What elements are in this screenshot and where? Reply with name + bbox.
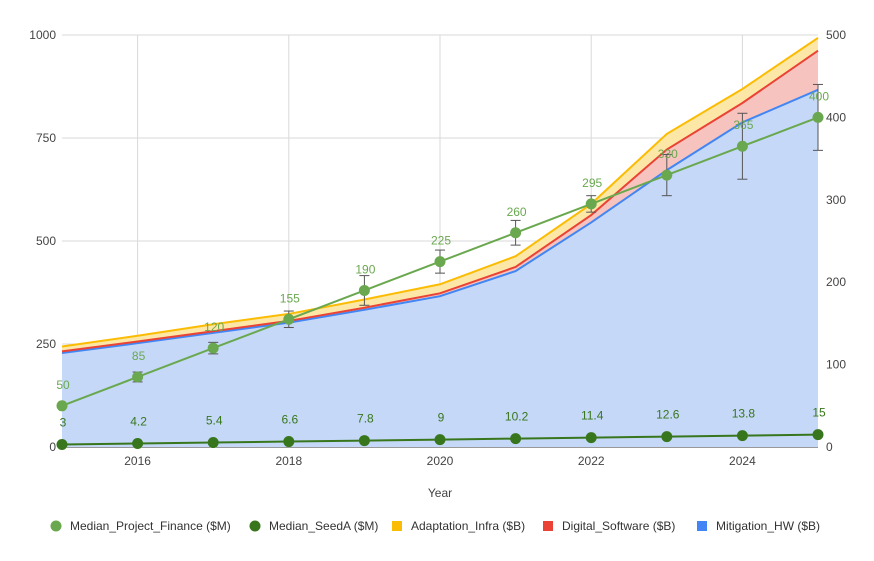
point-median-seeda bbox=[132, 438, 144, 450]
y-right-tick-label: 0 bbox=[826, 440, 833, 454]
y-left-tick-label: 1000 bbox=[29, 28, 56, 42]
x-tick-label: 2022 bbox=[578, 454, 605, 468]
y-left-tick-label: 750 bbox=[36, 131, 56, 145]
legend-marker bbox=[50, 520, 62, 532]
area-line-mitigation-hw bbox=[61, 88, 819, 355]
data-label-median-project-finance: 260 bbox=[507, 205, 527, 219]
point-median-seeda bbox=[56, 439, 68, 451]
point-median-project-finance bbox=[207, 342, 219, 354]
legend-marker bbox=[543, 521, 553, 531]
area-line-digital-software bbox=[61, 49, 819, 353]
point-median-seeda bbox=[510, 433, 522, 445]
data-label-median-project-finance: 155 bbox=[280, 291, 300, 305]
legend-label: Mitigation_HW ($B) bbox=[716, 519, 820, 533]
point-median-project-finance bbox=[132, 371, 144, 383]
x-tick-label: 2020 bbox=[427, 454, 454, 468]
data-label-median-seeda: 15 bbox=[812, 406, 826, 420]
data-label-median-project-finance: 400 bbox=[809, 89, 829, 103]
data-label-median-project-finance: 365 bbox=[733, 118, 753, 132]
point-median-project-finance bbox=[358, 284, 370, 296]
legend-marker bbox=[392, 521, 402, 531]
data-label-median-seeda: 7.8 bbox=[357, 412, 374, 426]
y-left-tick-label: 0 bbox=[49, 440, 56, 454]
point-median-seeda bbox=[585, 432, 597, 444]
y-right-tick-label: 400 bbox=[826, 110, 846, 124]
data-label-median-project-finance: 85 bbox=[132, 349, 146, 363]
data-label-median-seeda: 4.2 bbox=[130, 415, 147, 429]
point-median-project-finance bbox=[812, 111, 824, 123]
point-median-project-finance bbox=[510, 227, 522, 239]
area-adaptation-infra bbox=[62, 37, 818, 352]
legend: Median_Project_Finance ($M) Median_SeedA … bbox=[50, 519, 820, 533]
x-tick-label: 2016 bbox=[124, 454, 151, 468]
y-right-tick-label: 100 bbox=[826, 358, 846, 372]
data-label-median-project-finance: 120 bbox=[204, 320, 224, 334]
x-tick-label: 2018 bbox=[275, 454, 302, 468]
y-left-tick-label: 250 bbox=[36, 337, 56, 351]
legend-marker bbox=[249, 520, 261, 532]
data-points bbox=[56, 111, 824, 451]
y-right-tick-label: 200 bbox=[826, 275, 846, 289]
data-label-median-seeda: 12.6 bbox=[656, 408, 680, 422]
y-left-tick-label: 500 bbox=[36, 234, 56, 248]
legend-marker bbox=[697, 521, 707, 531]
point-median-project-finance bbox=[56, 400, 68, 412]
x-axis-title: Year bbox=[428, 486, 452, 500]
point-median-project-finance bbox=[661, 169, 673, 181]
y-right-tick-label: 500 bbox=[826, 28, 846, 42]
data-label-median-seeda: 9 bbox=[438, 411, 445, 425]
axes: 0 250 500 750 1000 0 100 200 300 400 500 2016 2018 20… bbox=[29, 28, 846, 468]
point-median-seeda bbox=[812, 429, 824, 441]
data-label-median-seeda: 10.2 bbox=[505, 410, 529, 424]
data-label-median-seeda: 3 bbox=[60, 416, 67, 430]
point-median-project-finance bbox=[434, 256, 446, 268]
data-labels: 50 85 120 155 190 225 260 295 330 365 400 3 4.2 5.4 6.… bbox=[56, 89, 829, 429]
y-right-tick-label: 300 bbox=[826, 193, 846, 207]
data-label-median-project-finance: 50 bbox=[56, 378, 70, 392]
data-label-median-seeda: 5.4 bbox=[206, 414, 223, 428]
point-median-seeda bbox=[434, 434, 446, 446]
data-label-median-project-finance: 225 bbox=[431, 234, 451, 248]
data-label-median-project-finance: 295 bbox=[582, 176, 602, 190]
legend-label: Median_SeedA ($M) bbox=[269, 519, 378, 533]
area-line-adaptation-infra bbox=[61, 37, 819, 348]
data-label-median-seeda: 6.6 bbox=[281, 413, 298, 427]
point-median-seeda bbox=[736, 430, 748, 442]
legend-label: Digital_Software ($B) bbox=[562, 519, 675, 533]
area-mitigation-hw bbox=[62, 89, 818, 448]
legend-label: Median_Project_Finance ($M) bbox=[70, 519, 231, 533]
point-median-seeda bbox=[207, 437, 219, 449]
data-label-median-project-finance: 190 bbox=[355, 262, 375, 276]
legend-label: Adaptation_Infra ($B) bbox=[411, 519, 525, 533]
point-median-project-finance bbox=[736, 140, 748, 152]
stacked-areas bbox=[61, 37, 819, 448]
data-label-median-project-finance: 330 bbox=[658, 147, 678, 161]
x-tick-label: 2024 bbox=[729, 454, 756, 468]
point-median-project-finance bbox=[585, 198, 597, 210]
data-label-median-seeda: 11.4 bbox=[581, 409, 604, 423]
point-median-seeda bbox=[283, 436, 295, 448]
point-median-seeda bbox=[358, 435, 370, 447]
point-median-seeda bbox=[661, 431, 673, 443]
point-median-project-finance bbox=[283, 313, 295, 325]
data-label-median-seeda: 13.8 bbox=[732, 407, 756, 421]
